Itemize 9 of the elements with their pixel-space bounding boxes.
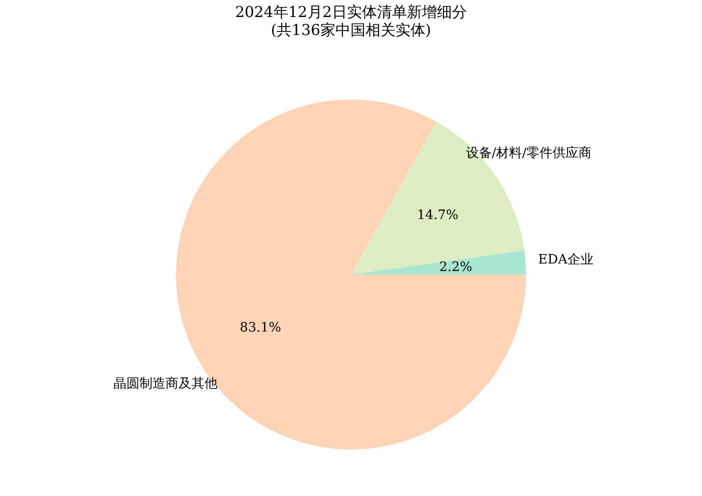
chart-subtitle: (共136家中国相关实体) [270, 21, 432, 39]
data-label: 2.2% [439, 260, 472, 276]
slice-label: EDA企业 [538, 252, 594, 268]
chart-title: 2024年12月2日实体清单新增细分 [235, 3, 467, 21]
pie-slice [351, 250, 526, 274]
data-label: 14.7% [417, 208, 458, 224]
slice-label: 设备/材料/零件供应商 [466, 144, 592, 161]
slice-label: 晶圆制造商及其他 [113, 376, 218, 392]
data-label: 83.1% [240, 320, 282, 336]
